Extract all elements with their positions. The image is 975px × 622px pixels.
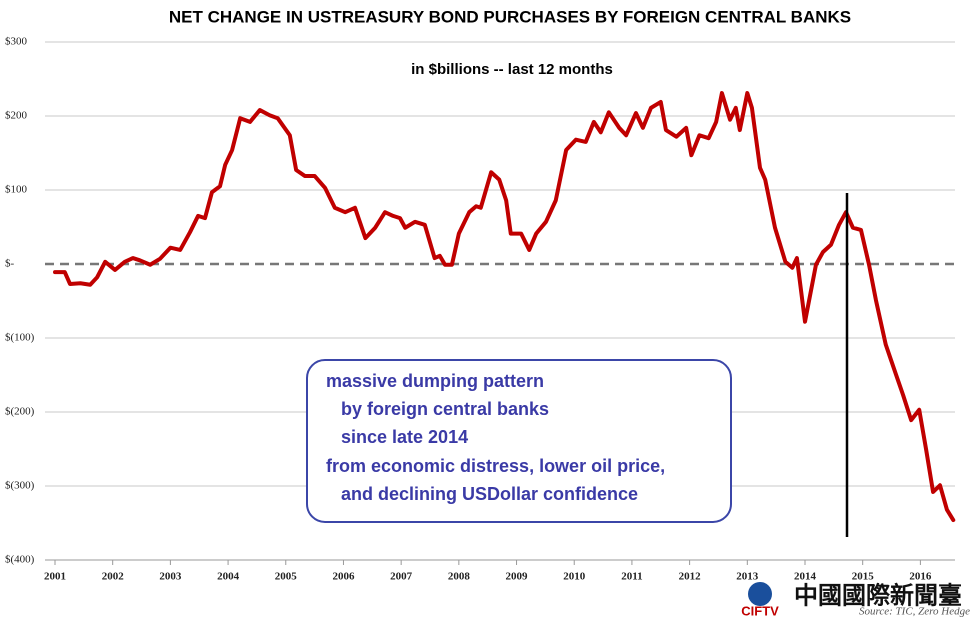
annotation: by foreign central banks [341, 399, 549, 419]
x-tick-label: 2006 [332, 571, 355, 583]
x-tick-label: 2003 [159, 571, 182, 583]
logo-icon [748, 582, 772, 606]
watermark: 中國國際新聞臺 [794, 581, 962, 609]
y-tick-label: $(200) [5, 406, 35, 418]
x-tick-label: 2008 [448, 571, 471, 583]
watermark: CIFTV [741, 603, 779, 618]
x-tick-label: 2016 [909, 571, 932, 583]
annotation: massive dumping pattern [326, 371, 544, 391]
source: Source: TIC, Zero Hedge [859, 606, 970, 618]
y-tick-label: $(300) [5, 480, 35, 492]
y-tick-label: $300 [5, 36, 28, 48]
y-tick-label: $(400) [5, 554, 35, 566]
x-tick-label: 2004 [217, 571, 240, 583]
x-tick-label: 2002 [102, 571, 125, 583]
x-tick-label: 2001 [44, 571, 66, 583]
y-tick-label: $- [5, 258, 15, 270]
annotation-box [306, 359, 732, 523]
x-tick-label: 2014 [794, 571, 817, 583]
y-tick-label: $(100) [5, 332, 35, 344]
x-tick-label: 2007 [390, 571, 413, 583]
y-tick-label: $100 [5, 184, 28, 196]
y-tick-label: $200 [5, 110, 28, 122]
annotation: and declining USDollar confidence [341, 484, 638, 504]
x-tick-label: 2009 [506, 571, 529, 583]
plot-area: $(400) $(300) $(200) $(100) $- $100 $200 $300 20… [5, 36, 956, 583]
x-tick-label: 2015 [852, 571, 875, 583]
x-tick-label: 2010 [563, 571, 586, 583]
x-tick-label: 2005 [275, 571, 298, 583]
chart-subtitle: in $billions -- last 12 months [411, 61, 613, 78]
data-line [53, 91, 956, 523]
x-tick-label: 2013 [736, 571, 759, 583]
chart-title: NET CHANGE IN USTREASURY BOND PURCHASES … [169, 7, 851, 26]
annotation: since late 2014 [341, 427, 468, 447]
annotation: from economic distress, lower oil price, [326, 456, 665, 476]
x-tick-label: 2012 [679, 571, 702, 583]
x-tick-label: 2011 [621, 571, 642, 583]
